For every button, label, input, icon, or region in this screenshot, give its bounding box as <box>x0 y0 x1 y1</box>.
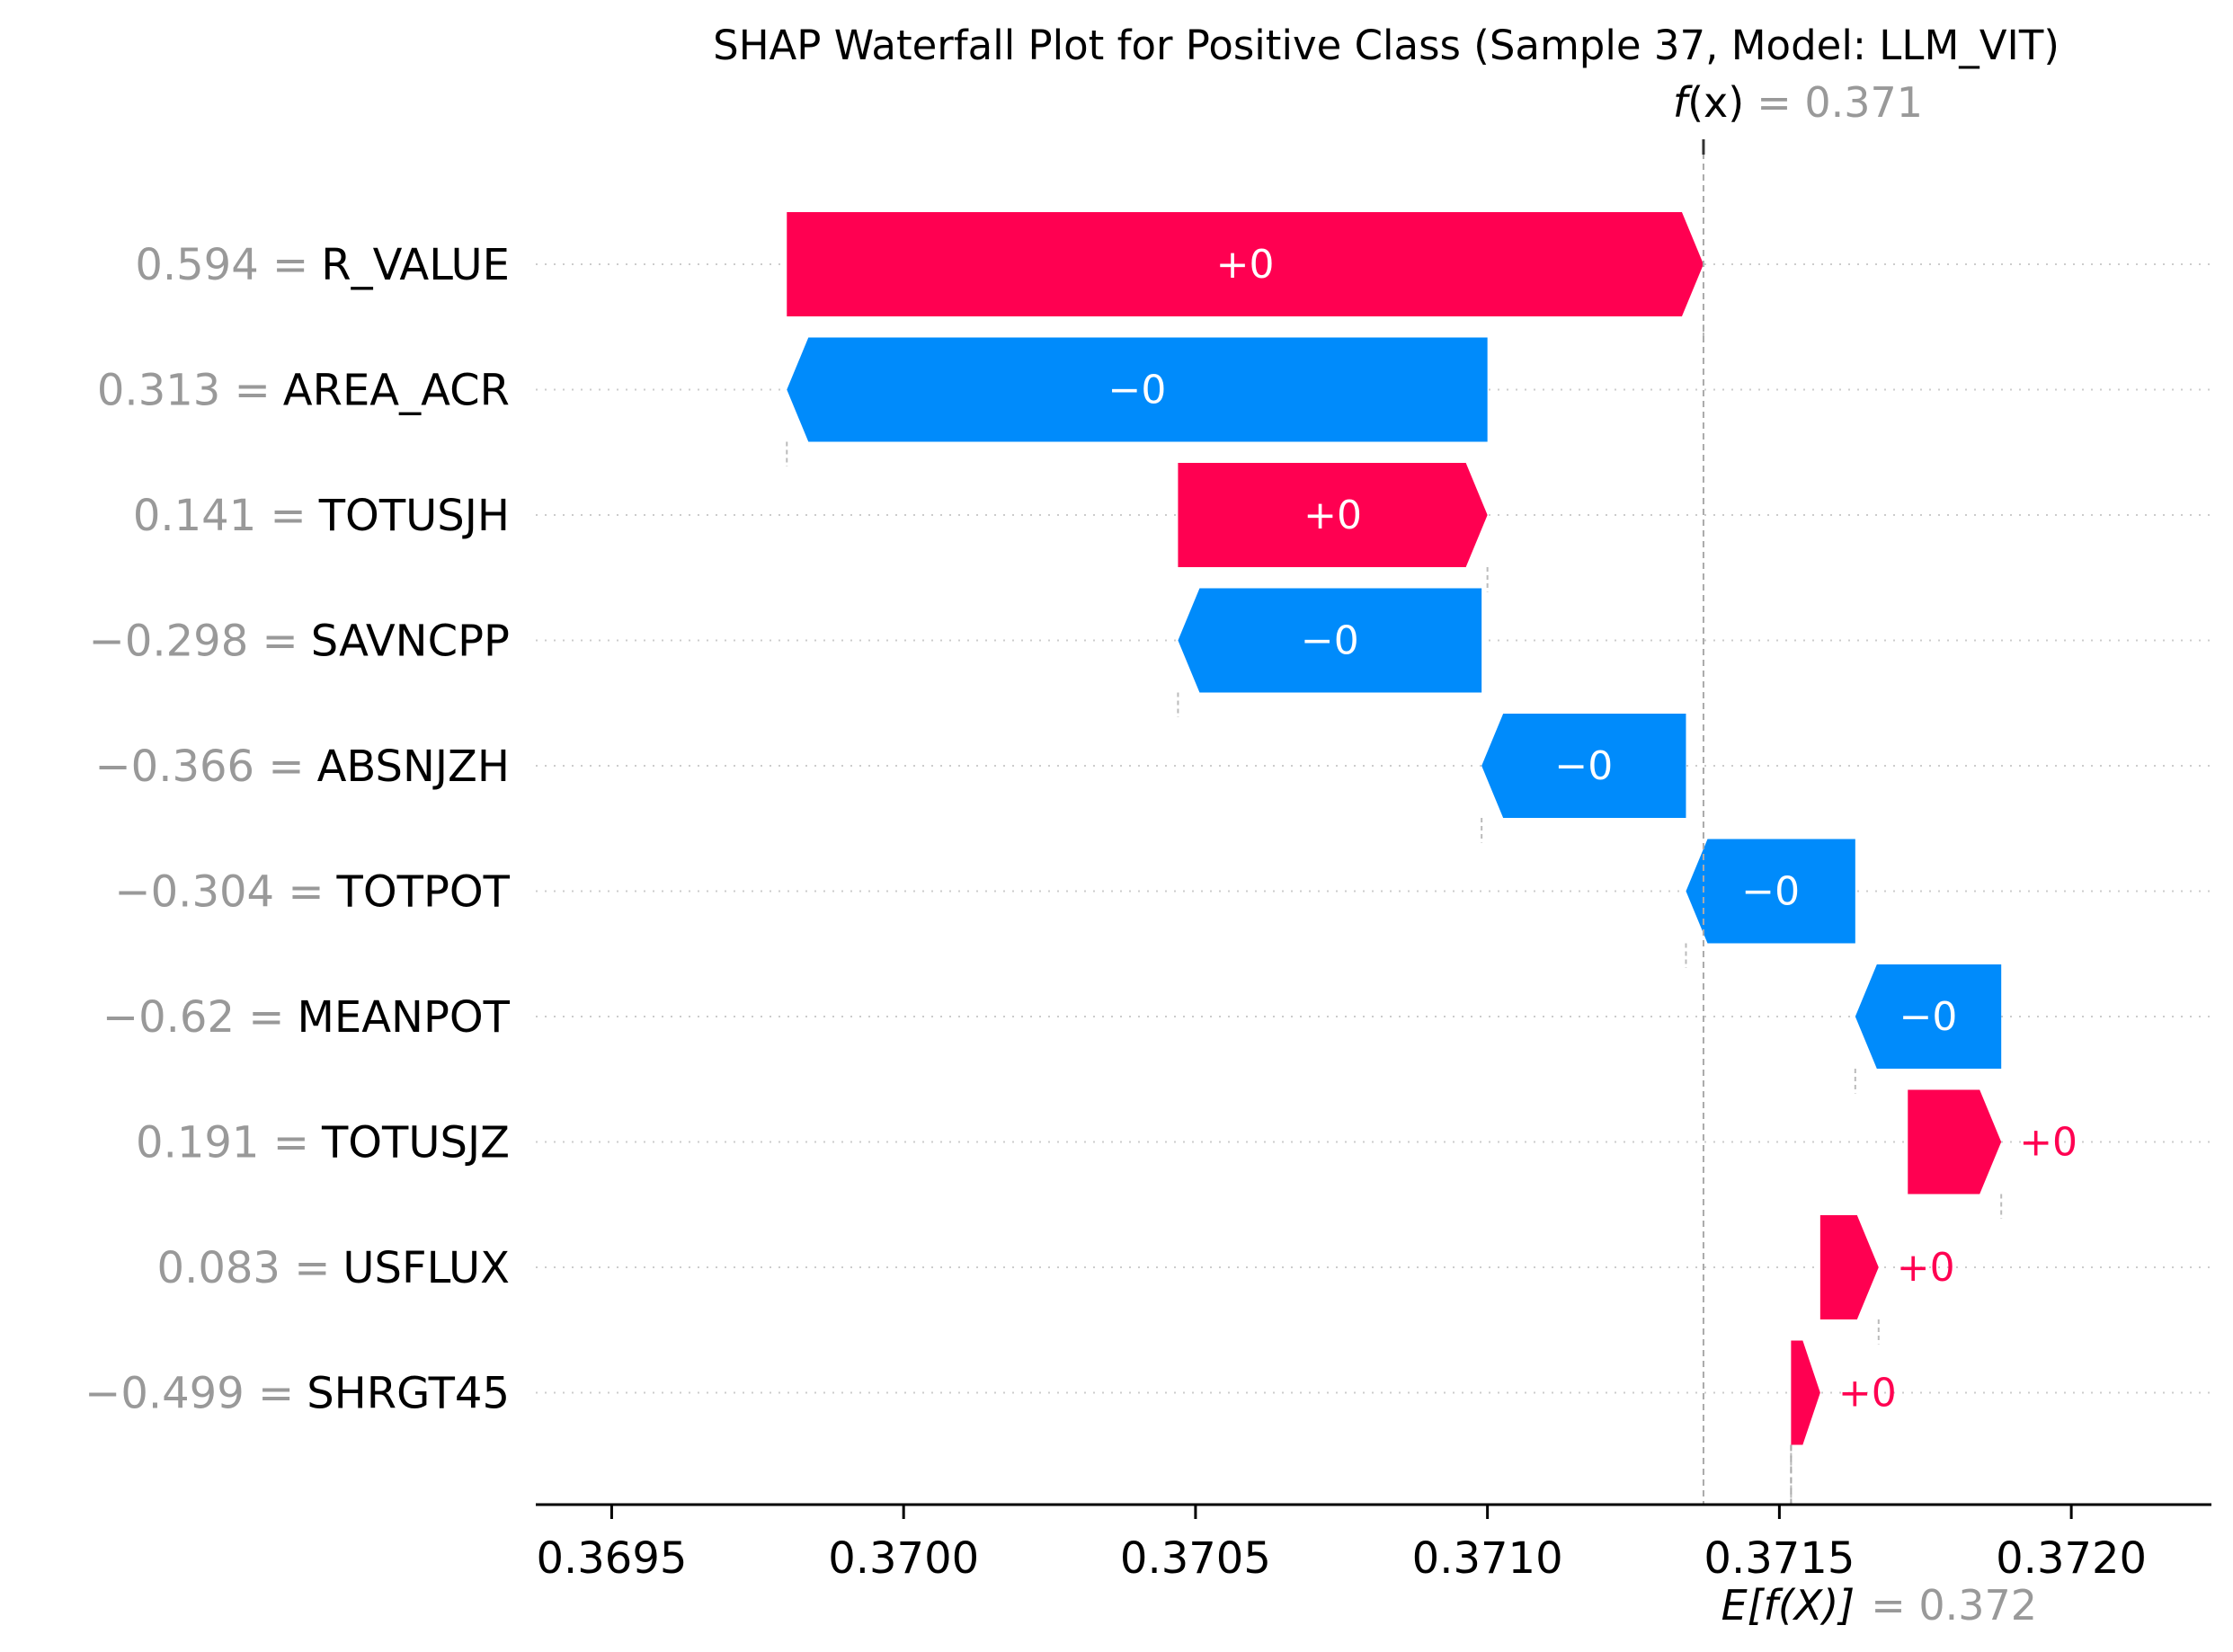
x-axis: 0.3695 0.3700 0.3705 0.3710 0.3715 0.3720 <box>536 1503 2211 1584</box>
bar-shrgt45 <box>1791 1340 1820 1445</box>
feature-value: −0.298 = <box>89 617 298 667</box>
connector-lines <box>786 316 2003 1505</box>
feature-value: 0.191 = <box>136 1118 309 1168</box>
bar-absnjzh <box>1481 714 1686 818</box>
x-tick-label: 0.3710 <box>1412 1533 1563 1584</box>
feature-name: MEANPOT <box>297 992 510 1043</box>
feature-value: −0.304 = <box>114 867 324 918</box>
bar-area-acr <box>787 337 1488 442</box>
feature-label: −0.366 = ABSNJZH <box>94 742 510 792</box>
feature-name: AREA_ACR <box>283 366 510 416</box>
bar-value-label: −0 <box>1301 618 1359 664</box>
bar-value-label: −0 <box>1899 994 1958 1040</box>
feature-label: 0.191 = TOTUSJZ <box>136 1118 510 1168</box>
fx-annotation: f(x) = 0.371 <box>1673 78 1923 127</box>
feature-name: USFLUX <box>343 1243 510 1293</box>
bar-totusjz <box>1908 1089 2002 1195</box>
feature-label: −0.298 = SAVNCPP <box>89 617 510 667</box>
feature-name: TOTUSJH <box>318 491 510 541</box>
bar-value-label: +0 <box>1897 1245 1955 1291</box>
contribution-bars: +0 −0 +0 −0 −0 −0 −0 +0 +0 +0 <box>787 212 2077 1445</box>
bar-totpot <box>1686 839 1855 944</box>
feature-name: SHRGT45 <box>307 1369 510 1419</box>
chart-title: SHAP Waterfall Plot for Positive Class (… <box>713 22 2060 69</box>
feature-label: 0.083 = USFLUX <box>157 1243 510 1293</box>
feature-label: −0.304 = TOTPOT <box>114 867 510 918</box>
bar-usflux <box>1819 1215 1879 1319</box>
bar-value-label: +0 <box>2019 1120 2077 1166</box>
bar-meanpot <box>1855 964 2002 1069</box>
feature-label: −0.499 = SHRGT45 <box>85 1369 510 1419</box>
fx-x: (x) <box>1687 78 1744 127</box>
bar-totusjh <box>1178 463 1488 567</box>
x-tick-label: 0.3720 <box>1996 1533 2147 1584</box>
feature-value: 0.313 = <box>97 366 271 416</box>
feature-name: SAVNCPP <box>311 617 510 667</box>
bar-value-label: +0 <box>1216 242 1275 288</box>
x-tick-label: 0.3695 <box>536 1533 687 1584</box>
efx-value: = 0.372 <box>1871 1581 2037 1630</box>
bar-savncpp <box>1178 588 1482 693</box>
x-tick-label: 0.3700 <box>828 1533 979 1584</box>
feature-label: 0.313 = AREA_ACR <box>97 366 510 416</box>
fx-value: = 0.371 <box>1757 78 1923 127</box>
efx-main: E[f(X)] <box>1721 1581 1855 1630</box>
feature-label: −0.62 = MEANPOT <box>102 992 511 1043</box>
feature-value: 0.141 = <box>133 491 307 541</box>
feature-value: −0.62 = <box>102 992 285 1043</box>
feature-value: 0.594 = <box>135 240 308 290</box>
x-tick-label: 0.3715 <box>1704 1533 1855 1584</box>
feature-name: TOTPOT <box>336 867 511 918</box>
efx-annotation: E[f(X)] = 0.372 <box>1721 1581 2037 1630</box>
x-tick-label: 0.3705 <box>1120 1533 1271 1584</box>
bar-value-label: −0 <box>1108 368 1167 413</box>
bar-value-label: +0 <box>1838 1371 1897 1417</box>
feature-label: 0.141 = TOTUSJH <box>133 491 510 541</box>
bar-value-label: −0 <box>1741 869 1800 915</box>
bar-value-label: −0 <box>1554 743 1613 789</box>
feature-name: ABSNJZH <box>317 742 510 792</box>
feature-value: −0.499 = <box>85 1369 294 1419</box>
feature-value: 0.083 = <box>157 1243 331 1293</box>
feature-name: TOTUSJZ <box>321 1118 510 1168</box>
feature-value: −0.366 = <box>94 742 304 792</box>
feature-name: R_VALUE <box>321 240 510 290</box>
bar-value-label: +0 <box>1303 493 1362 538</box>
feature-label: 0.594 = R_VALUE <box>135 240 510 290</box>
bar-r-value <box>787 212 1704 316</box>
